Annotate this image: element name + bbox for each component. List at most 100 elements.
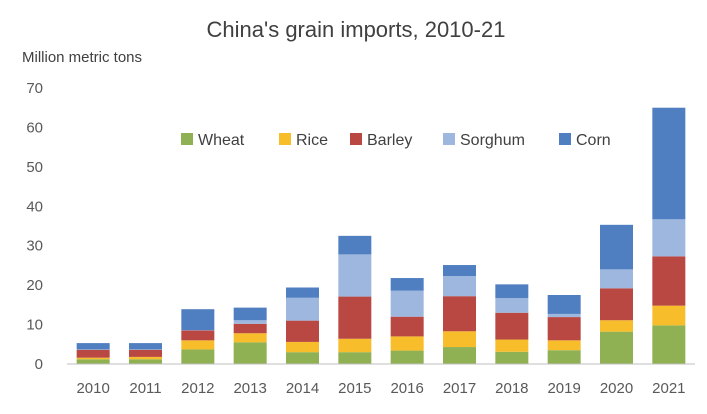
bar-stack-2021 (652, 107, 686, 364)
x-tick-label: 2012 (181, 380, 214, 397)
x-tick-label: 2017 (443, 380, 476, 397)
bar-rice-2020 (600, 320, 633, 332)
legend-label: Rice (296, 132, 328, 149)
bar-corn-2012 (181, 309, 215, 331)
bar-wheat-2020 (600, 331, 633, 364)
bar-sorghum-2014 (286, 297, 319, 321)
bar-sorghum-2017 (443, 276, 476, 297)
legend-item-wheat: Wheat (181, 132, 245, 149)
bar-corn-2011 (129, 343, 162, 350)
bar-sorghum-2021 (652, 219, 686, 257)
x-tick-label: 2016 (390, 380, 423, 397)
y-tick-label: 10 (26, 317, 43, 334)
bar-wheat-2010 (76, 359, 110, 364)
bar-rice-2016 (390, 336, 424, 351)
x-tick-label: 2015 (338, 380, 371, 397)
bar-sorghum-2013 (233, 320, 267, 324)
bar-corn-2015 (338, 235, 372, 255)
legend-label: Sorghum (460, 132, 525, 149)
x-tick-label: 2019 (547, 380, 580, 397)
bar-barley-2018 (495, 312, 529, 340)
bar-wheat-2018 (495, 351, 529, 364)
legend-item-corn: Corn (559, 132, 611, 149)
bar-stack-2017 (443, 265, 476, 364)
bar-stack-2016 (390, 278, 424, 364)
bar-sorghum-2016 (390, 290, 424, 317)
x-axis-ticks: 2010 2011 2012 2013 2014 2015 2016 2017 2018 2019… (76, 380, 685, 397)
bar-rice-2013 (233, 333, 267, 343)
bar-wheat-2011 (129, 359, 162, 364)
y-tick-label: 0 (35, 356, 43, 373)
bar-wheat-2021 (652, 325, 686, 364)
legend-item-barley: Barley (350, 132, 412, 149)
bar-wheat-2016 (390, 350, 424, 364)
x-tick-label: 2014 (286, 380, 319, 397)
y-tick-label: 40 (26, 198, 43, 215)
bar-stack-2011 (129, 343, 162, 364)
bar-rice-2014 (286, 341, 319, 353)
bar-stack-2010 (76, 343, 110, 364)
bar-rice-2010 (76, 357, 110, 360)
x-tick-label: 2011 (129, 380, 161, 397)
legend-swatch (559, 133, 571, 145)
y-tick-label: 20 (26, 277, 43, 294)
bar-barley-2010 (76, 349, 110, 358)
legend-item-rice: Rice (279, 132, 328, 149)
x-tick-label: 2021 (652, 380, 685, 397)
bar-corn-2020 (600, 224, 633, 270)
bars (76, 107, 686, 364)
bar-rice-2015 (338, 338, 372, 353)
bar-corn-2021 (652, 107, 686, 220)
bar-barley-2014 (286, 320, 319, 342)
bar-rice-2018 (495, 339, 529, 352)
bar-stack-2014 (286, 287, 319, 364)
bar-stack-2019 (547, 295, 581, 364)
bar-barley-2019 (547, 317, 581, 341)
bar-barley-2021 (652, 256, 686, 306)
bar-corn-2014 (286, 287, 319, 298)
bar-wheat-2014 (286, 352, 319, 364)
bar-stack-2015 (338, 235, 372, 364)
bar-barley-2011 (129, 349, 162, 357)
bar-barley-2016 (390, 316, 424, 337)
bar-stack-2013 (233, 307, 267, 364)
bar-corn-2013 (233, 307, 267, 321)
legend: Wheat Rice Barley Sorghum Corn (181, 132, 611, 149)
bar-rice-2012 (181, 340, 215, 350)
x-tick-label: 2013 (233, 380, 266, 397)
y-axis-label: Million metric tons (22, 49, 142, 66)
y-tick-label: 30 (26, 238, 43, 255)
y-tick-label: 70 (26, 80, 43, 97)
bar-barley-2020 (600, 288, 633, 321)
legend-label: Wheat (198, 132, 245, 149)
x-tick-label: 2018 (495, 380, 528, 397)
x-tick-label: 2010 (76, 380, 109, 397)
legend-item-sorghum: Sorghum (443, 132, 525, 149)
y-tick-label: 60 (26, 119, 43, 136)
bar-corn-2017 (443, 265, 476, 277)
bar-barley-2017 (443, 296, 476, 332)
bar-corn-2019 (547, 295, 581, 314)
bar-rice-2021 (652, 305, 686, 326)
bar-corn-2016 (390, 278, 424, 291)
y-axis-ticks: 0 10 20 30 40 50 60 70 (26, 80, 43, 373)
bar-stack-2018 (495, 284, 529, 364)
bar-wheat-2017 (443, 347, 476, 364)
bar-barley-2013 (233, 323, 267, 334)
bar-stack-2012 (181, 309, 215, 364)
legend-swatch (279, 133, 291, 145)
legend-label: Corn (576, 132, 611, 149)
bar-wheat-2015 (338, 352, 372, 364)
chart-title: China's grain imports, 2010-21 (207, 17, 506, 42)
bar-barley-2012 (181, 330, 215, 341)
bar-sorghum-2019 (547, 313, 581, 318)
legend-swatch (443, 133, 455, 145)
y-tick-label: 50 (26, 159, 43, 176)
bar-sorghum-2020 (600, 269, 633, 289)
bar-rice-2011 (129, 356, 162, 360)
bar-sorghum-2015 (338, 254, 372, 297)
bar-wheat-2013 (233, 342, 267, 364)
bar-rice-2019 (547, 340, 581, 351)
legend-swatch (350, 133, 362, 145)
